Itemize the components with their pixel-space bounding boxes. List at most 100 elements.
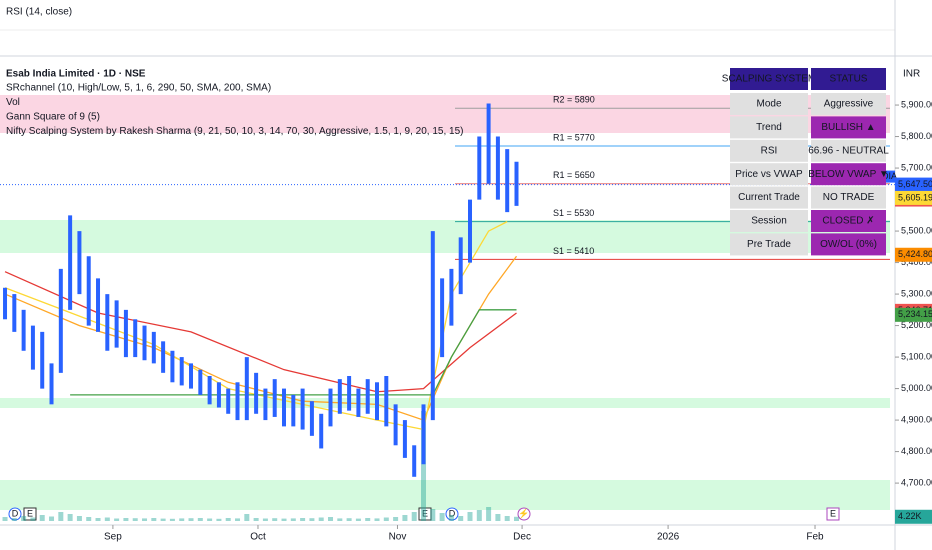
- volume-bar: [383, 517, 389, 521]
- volume-bar: [514, 516, 520, 521]
- y-tick-label: 4,700.00: [901, 477, 932, 487]
- volume-bar: [179, 518, 185, 521]
- price-label: 5,234.15: [898, 309, 932, 319]
- svg-text:E: E: [27, 508, 33, 518]
- price-label-bg: [895, 177, 932, 192]
- table-value: CLOSED ✗: [822, 216, 874, 227]
- volume-bar: [216, 518, 222, 521]
- volume-bar: [346, 518, 352, 521]
- volume-bar: [448, 515, 454, 521]
- indicator-label: Gann Square of 9 (5): [6, 112, 100, 123]
- y-tick-label: 5,700.00: [901, 162, 932, 172]
- volume-bar: [430, 509, 436, 521]
- volume-bar: [169, 518, 175, 521]
- volume-bar: [290, 518, 296, 521]
- volume-bar: [21, 516, 27, 521]
- table-cell: [811, 233, 886, 256]
- x-tick-label: Sep: [104, 532, 122, 543]
- x-tick-label: Dec: [513, 532, 531, 543]
- volume-bar: [11, 518, 17, 521]
- table-cell: [730, 116, 808, 139]
- volume-label-bg: [895, 509, 932, 524]
- indicator-line: [70, 309, 517, 396]
- support-zone: [0, 398, 890, 408]
- table-cell: [730, 93, 808, 115]
- volume-bar: [365, 518, 371, 521]
- level-label: S1 = 5410: [553, 246, 594, 256]
- volume-bar: [86, 517, 92, 521]
- table-label: Pre Trade: [747, 239, 791, 250]
- price-label: 5,424.80: [898, 249, 932, 259]
- svg-text:D: D: [12, 508, 19, 518]
- svg-text:D: D: [449, 508, 456, 518]
- volume-bar: [235, 518, 241, 521]
- table-label: Session: [751, 216, 787, 227]
- y-tick-label: 5,200.00: [901, 320, 932, 330]
- symbol-title: Esab India Limited · 1D · NSE: [6, 69, 146, 80]
- table-value: Aggressive: [824, 99, 874, 110]
- volume-bar: [67, 514, 73, 521]
- volume-bar: [337, 518, 343, 521]
- indicator-label: Nifty Scalping System by Rakesh Sharma (…: [6, 126, 463, 137]
- table-header: SCALPING SYSTEM: [722, 74, 816, 85]
- price-label: 5,605.19: [898, 192, 932, 202]
- table-header-cell: [811, 68, 886, 90]
- table-header-cell: [730, 68, 808, 90]
- y-tick-label: 5,300.00: [901, 288, 932, 298]
- volume-bar: [123, 518, 129, 521]
- table-cell: [730, 186, 808, 209]
- price-label-bg: [895, 190, 932, 205]
- volume-bar: [244, 514, 250, 521]
- volume-bar: [160, 518, 166, 521]
- x-tick-label: 2026: [657, 532, 680, 543]
- volume-label: 4.22K: [898, 511, 922, 521]
- volume-bar: [197, 518, 203, 521]
- volume-bar: [132, 518, 138, 521]
- volume-bar: [30, 517, 36, 521]
- currency: INR: [903, 69, 920, 80]
- table-value: BULLISH ▲: [821, 122, 875, 133]
- support-zone: [0, 480, 890, 510]
- volume-bar: [355, 518, 361, 521]
- svg-text:E: E: [422, 508, 428, 518]
- volume-bar: [374, 518, 380, 521]
- volume-bar: [262, 518, 268, 521]
- table-label: RSI: [761, 145, 778, 156]
- price-label-bg: [895, 247, 932, 262]
- y-tick-label: 5,900.00: [901, 99, 932, 109]
- volume-bar: [49, 516, 55, 521]
- x-tick-label: Nov: [389, 532, 407, 543]
- volume-bar: [281, 518, 287, 521]
- volume-bar: [300, 518, 306, 521]
- volume-bar: [458, 516, 464, 521]
- volume-bar: [272, 518, 278, 521]
- volume-bar: [253, 518, 259, 521]
- volume-bar: [114, 518, 120, 521]
- level-label: S1 = 5530: [553, 208, 594, 218]
- volume-bar: [402, 515, 408, 521]
- table-value: BELOW VWAP ▼: [808, 169, 888, 180]
- volume-bar: [309, 518, 315, 521]
- volume-bar: [58, 512, 64, 521]
- volume-bar: [188, 518, 194, 521]
- volume-bar: [207, 518, 213, 521]
- svg-text:E: E: [830, 508, 836, 518]
- volume-bar: [225, 518, 231, 521]
- table-cell: [811, 93, 886, 115]
- y-tick-label: 5,100.00: [901, 351, 932, 361]
- table-cell: [730, 210, 808, 232]
- volume-bar: [318, 517, 324, 521]
- volume-bar: [476, 510, 482, 521]
- y-tick-label: 5,800.00: [901, 131, 932, 141]
- volume-bar: [151, 518, 157, 521]
- table-cell: [730, 139, 808, 162]
- y-tick-label: 5,000.00: [901, 383, 932, 393]
- table-cell: [811, 186, 886, 209]
- rsi-title: RSI (14, close): [6, 7, 72, 18]
- table-cell: [811, 116, 886, 139]
- price-label: 5,647.50: [898, 179, 932, 189]
- table-cell: [730, 233, 808, 256]
- table-cell: [811, 139, 886, 162]
